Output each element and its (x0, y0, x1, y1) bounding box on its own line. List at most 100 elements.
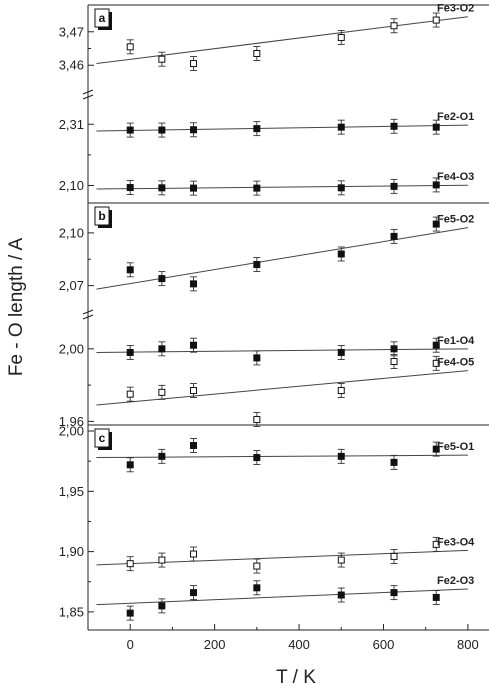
data-point (432, 123, 440, 131)
data-point (126, 390, 134, 398)
axis-break-mark (82, 89, 94, 95)
data-point (190, 341, 198, 349)
data-point (337, 591, 345, 599)
series-fe4-o3: Fe4-O3 (96, 171, 474, 196)
data-point (390, 358, 398, 366)
data-point (190, 387, 198, 395)
data-point (158, 452, 166, 460)
data-point (126, 184, 134, 192)
data-point (126, 348, 134, 356)
x-axis-title: T / K (276, 667, 316, 688)
fit-line (96, 348, 468, 353)
data-point (432, 445, 440, 453)
series-fe3-o4: Fe3-O4 (96, 536, 475, 574)
y-tick-label: 1,96 (59, 414, 84, 429)
data-point (253, 416, 261, 424)
y-tick-label: 2,00 (59, 341, 84, 356)
data-point (337, 123, 345, 131)
data-point (390, 122, 398, 130)
data-point (126, 461, 134, 469)
series-fe2-o1: Fe2-O1 (96, 111, 474, 138)
data-point (337, 184, 345, 192)
data-point (126, 266, 134, 274)
panel-letter: b (98, 209, 105, 223)
y-tick-label: 1,90 (59, 544, 84, 559)
series-label: Fe5-O1 (437, 441, 474, 453)
data-point (432, 220, 440, 228)
panel-letter-box (94, 428, 110, 448)
series-label: Fe2-O1 (437, 111, 474, 123)
data-point (158, 126, 166, 134)
data-point (190, 60, 198, 68)
data-point (190, 550, 198, 558)
data-point (126, 609, 134, 617)
panel-letter: a (99, 11, 106, 25)
y-tick-label: 2,31 (59, 117, 84, 132)
data-point (190, 280, 198, 288)
x-tick-label: 0 (127, 637, 134, 652)
panel-letter: c (99, 431, 106, 445)
data-point (432, 540, 440, 548)
panel-b: 2,07 2,10 1,96 2,00 b Fe5-O2 Fe1-O4 Fe4-O5 (59, 202, 489, 429)
series-label: Fe4-O3 (437, 171, 474, 183)
data-point (432, 181, 440, 189)
data-point (253, 354, 261, 362)
panel-c: 1,85 1,90 1,95 2,00 c Fe5-O1 Fe3-O4 Fe2-O3 (59, 424, 489, 631)
panel-letter-box (94, 206, 110, 226)
axis-break-mark (82, 314, 94, 320)
series-fe5-o1: Fe5-O1 (96, 438, 474, 473)
fit-line (96, 549, 468, 566)
data-point (253, 562, 261, 570)
data-point (337, 250, 345, 258)
panel-a: 3,46 3,47 2,10 2,31 a Fe3-O2 Fe2-O1 Fe4-O3 (59, 3, 489, 204)
data-point (158, 602, 166, 610)
data-point (337, 387, 345, 395)
data-point (337, 452, 345, 460)
data-point (432, 16, 440, 24)
x-tick-label: 800 (457, 637, 479, 652)
y-tick-label: 2,10 (59, 178, 84, 193)
data-point (390, 182, 398, 190)
data-point (253, 125, 261, 133)
data-point (390, 458, 398, 466)
data-point (126, 126, 134, 134)
y-tick-label: 2,07 (59, 278, 84, 293)
data-point (158, 55, 166, 63)
fit-line (96, 124, 468, 132)
fit-line (96, 227, 468, 290)
y-tick-label: 1,95 (59, 484, 84, 499)
data-point (158, 345, 166, 353)
y-axis-title: Fe - O length / A (6, 238, 27, 377)
data-point (158, 388, 166, 396)
y-tick-label: 2,10 (59, 225, 84, 240)
fit-line (96, 454, 468, 459)
data-point (390, 345, 398, 353)
data-point (253, 261, 261, 269)
x-axis: 0 200 400 600 800 (127, 624, 479, 652)
series-label: Fe3-O4 (437, 536, 475, 548)
data-point (158, 556, 166, 564)
data-point (337, 556, 345, 564)
data-point (432, 341, 440, 349)
axis-break-mark (82, 94, 94, 100)
fit-line (96, 16, 468, 65)
y-tick-label: 3,47 (59, 24, 84, 39)
series-label: Fe5-O2 (437, 214, 474, 226)
data-point (158, 275, 166, 283)
panel-letter-box (94, 8, 110, 28)
data-point (190, 589, 198, 597)
chart-panels: 3,463,472,102,31aFe3-O2Fe2-O1Fe4-O32,072… (59, 3, 489, 631)
data-point (190, 126, 198, 134)
y-tick-label: 1,85 (59, 604, 84, 619)
data-point (337, 33, 345, 41)
y-tick-label: 3,46 (59, 58, 84, 73)
data-point (253, 584, 261, 592)
data-point (190, 184, 198, 192)
data-point (253, 184, 261, 192)
data-point (432, 359, 440, 367)
series-label: Fe4-O5 (437, 357, 474, 369)
series-fe2-o3: Fe2-O3 (96, 575, 474, 621)
x-tick-label: 400 (288, 637, 310, 652)
data-point (126, 43, 134, 51)
